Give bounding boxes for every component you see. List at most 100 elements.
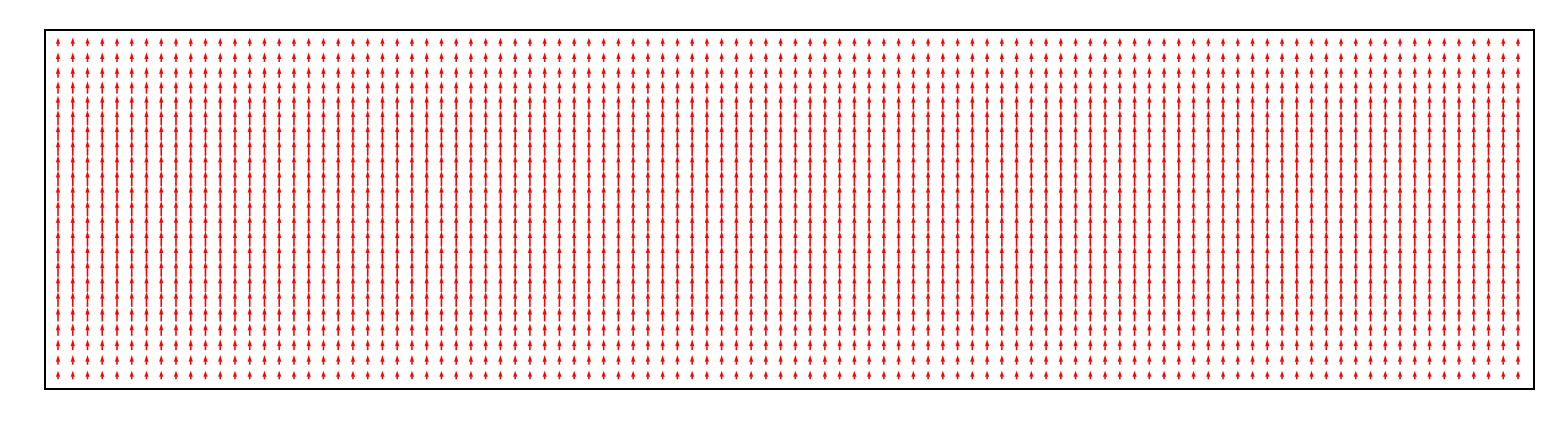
quiver-arrow — [675, 66, 680, 78]
quiver-arrow-head — [1515, 231, 1521, 239]
quiver-arrow-head — [837, 215, 842, 223]
quiver-arrow-head — [483, 231, 488, 239]
quiver-arrow — [763, 95, 768, 110]
quiver-arrow-head — [424, 231, 429, 239]
quiver-arrow — [114, 52, 120, 62]
quiver-arrow — [1073, 140, 1078, 156]
quiver-arrow — [1383, 200, 1388, 217]
quiver-arrow-head — [970, 140, 975, 148]
quiver-arrow — [1265, 37, 1270, 47]
quiver-arrow-head — [395, 246, 400, 254]
quiver-arrow-head — [1442, 37, 1447, 44]
quiver-arrow-head — [852, 37, 857, 44]
quiver-arrow-head — [218, 185, 223, 193]
quiver-arrow-head — [542, 95, 547, 103]
quiver-arrow-head — [793, 37, 798, 44]
quiver-arrow-head — [616, 81, 621, 89]
quiver-arrow — [306, 246, 311, 262]
quiver-arrow-head — [1279, 231, 1285, 239]
quiver-arrow-head — [1427, 37, 1432, 44]
quiver-arrow-head — [1235, 52, 1240, 60]
quiver-arrow — [527, 155, 533, 171]
quiver-arrow-head — [557, 170, 562, 178]
quiver-arrow-head — [1383, 37, 1388, 44]
quiver-arrow — [572, 66, 577, 78]
quiver-arrow — [306, 37, 311, 47]
quiver-arrow — [454, 81, 459, 94]
quiver-arrow — [1161, 185, 1167, 202]
quiver-arrow-head — [277, 110, 282, 118]
quiver-arrow — [1265, 81, 1270, 94]
quiver-arrow-head — [955, 66, 960, 74]
quiver-arrow-head — [1412, 66, 1417, 74]
quiver-arrow-head — [1324, 81, 1329, 89]
quiver-arrow — [1442, 170, 1447, 186]
quiver-arrow-head — [232, 52, 238, 60]
quiver-arrow — [852, 246, 857, 262]
quiver-arrow — [291, 81, 297, 94]
quiver-arrow — [1206, 185, 1211, 202]
quiver-arrow — [173, 81, 179, 94]
quiver-arrow-head — [970, 185, 975, 193]
quiver-arrow — [277, 140, 282, 156]
quiver-arrow-head — [557, 200, 562, 208]
quiver-arrow — [940, 185, 945, 202]
quiver-arrow — [1486, 110, 1491, 126]
quiver-arrow-head — [1412, 110, 1417, 118]
quiver-arrow-head — [557, 95, 562, 103]
quiver-arrow-head — [808, 140, 813, 148]
quiver-arrow — [719, 246, 724, 262]
quiver-arrow — [1191, 110, 1196, 126]
quiver-arrow — [1250, 170, 1255, 186]
quiver-arrow-head — [1191, 140, 1196, 148]
quiver-arrow — [218, 215, 223, 232]
quiver-arrow-head — [173, 66, 179, 74]
quiver-arrow-head — [336, 125, 341, 133]
quiver-arrow — [498, 125, 503, 141]
quiver-arrow-head — [454, 52, 459, 60]
quiver-arrow — [247, 37, 252, 47]
quiver-arrow-head — [232, 200, 238, 208]
quiver-arrow-head — [1058, 200, 1063, 208]
quiver-arrow — [542, 200, 547, 217]
quiver-arrow — [1073, 185, 1078, 202]
quiver-arrow-head — [734, 215, 739, 223]
quiver-arrow-head — [70, 231, 75, 239]
quiver-arrow-head — [940, 185, 945, 193]
quiver-arrow-head — [1309, 170, 1314, 178]
quiver-arrow-head — [616, 200, 621, 208]
quiver-arrow — [1486, 140, 1491, 156]
quiver-arrow-head — [837, 185, 842, 193]
quiver-arrow — [218, 66, 223, 78]
quiver-arrow — [350, 215, 356, 232]
quiver-arrow-head — [365, 185, 370, 193]
quiver-arrow-head — [660, 81, 665, 89]
quiver-arrow-head — [1043, 110, 1049, 118]
quiver-arrow-head — [749, 37, 754, 44]
quiver-arrow-head — [572, 231, 577, 239]
quiver-arrow — [955, 81, 960, 94]
quiver-arrow — [601, 95, 606, 110]
quiver-arrow-head — [1501, 200, 1506, 208]
quiver-arrow — [586, 215, 592, 232]
quiver-arrow — [1029, 66, 1034, 78]
quiver-arrow-head — [70, 215, 75, 223]
quiver-arrow — [645, 66, 650, 78]
quiver-arrow-head — [218, 140, 223, 148]
quiver-arrow-head — [719, 95, 724, 103]
quiver-arrow-head — [55, 140, 61, 148]
quiver-arrow-head — [926, 140, 931, 148]
quiver-arrow — [778, 246, 783, 262]
quiver-arrow — [1427, 155, 1432, 171]
quiver-arrow-head — [675, 110, 680, 118]
quiver-arrow-head — [114, 110, 120, 118]
quiver-arrow-head — [1058, 155, 1063, 163]
quiver-arrow-head — [955, 185, 960, 193]
quiver-arrow-head — [572, 110, 577, 118]
quiver-arrow-head — [1397, 81, 1403, 89]
quiver-arrow-head — [999, 215, 1004, 223]
quiver-arrow-head — [749, 200, 754, 208]
quiver-arrow — [704, 125, 709, 141]
quiver-arrow — [601, 155, 606, 171]
quiver-arrow — [601, 215, 606, 232]
